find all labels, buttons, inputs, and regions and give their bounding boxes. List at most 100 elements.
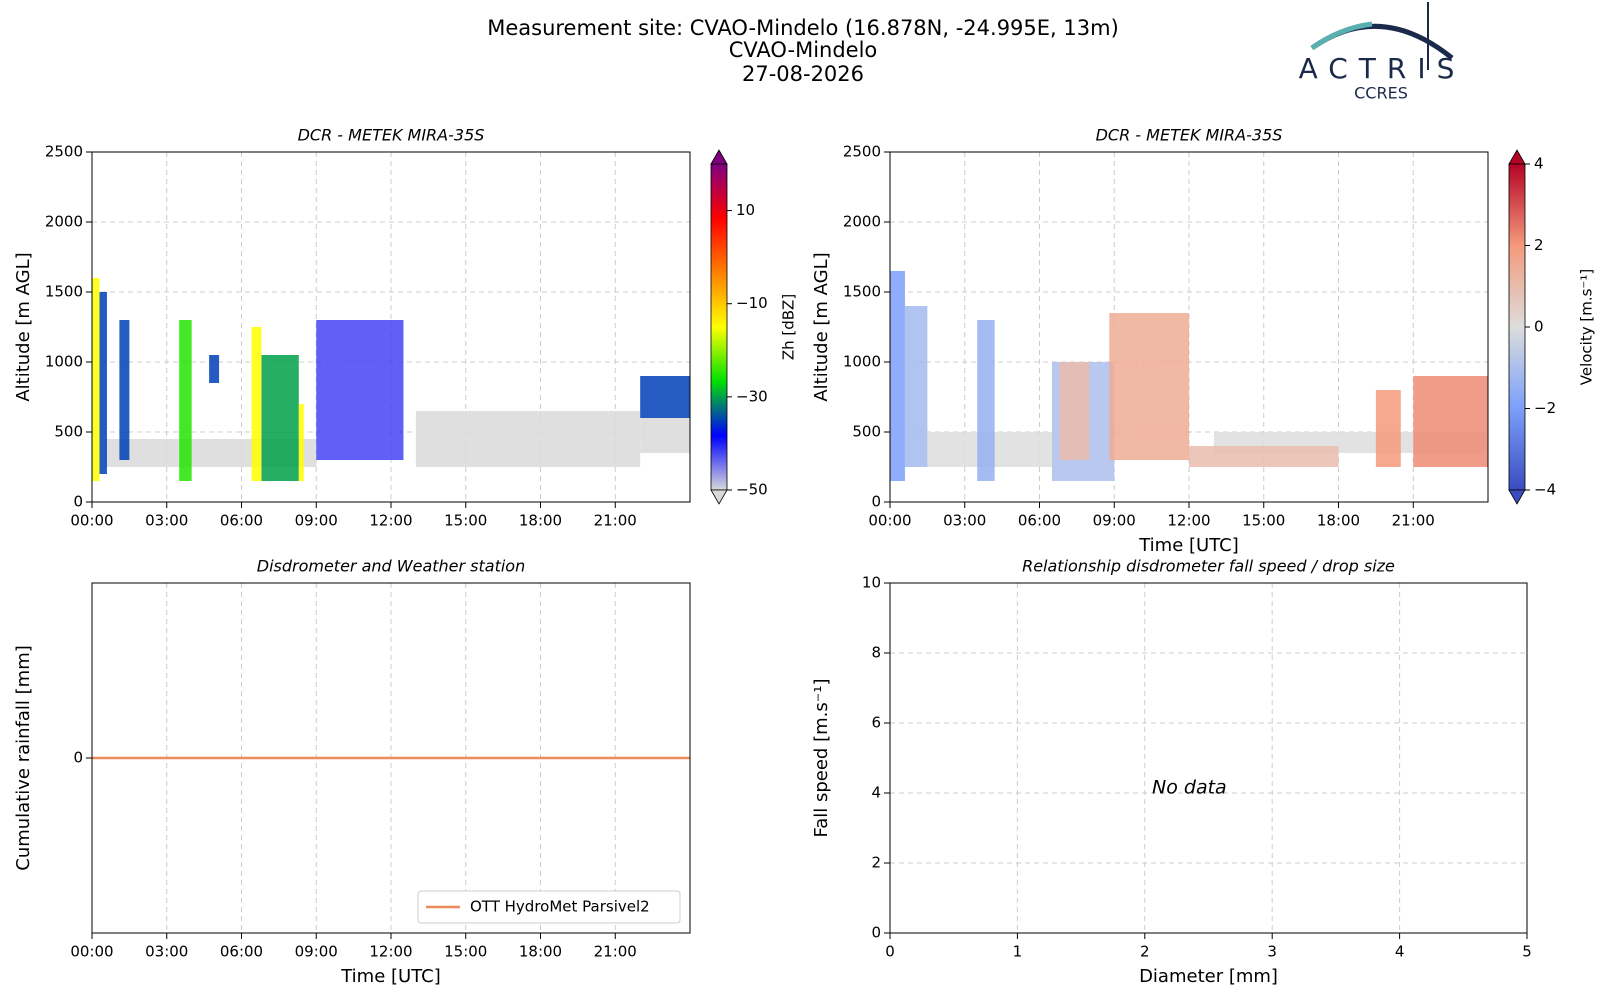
y-tick-label: 1000 [843, 353, 881, 371]
x-tick-label: 09:00 [295, 943, 338, 961]
y-axis-label: Altitude [m AGL] [811, 252, 832, 401]
colorbar-tick-label: 10 [736, 201, 755, 219]
echo-cell [890, 271, 905, 481]
colorbar-tick-label: −30 [736, 387, 768, 405]
y-tick-label: 1500 [843, 283, 881, 301]
x-tick-label: 00:00 [868, 512, 911, 530]
y-axis-label: Altitude [m AGL] [13, 252, 34, 401]
x-tick-label: 21:00 [594, 512, 637, 530]
figure-title: 27-08-2026 [742, 62, 864, 86]
y-tick-label: 1000 [45, 353, 83, 371]
echo-cell [99, 292, 107, 474]
echo-cell [92, 278, 100, 481]
annotation: No data [1152, 776, 1227, 798]
x-tick-label: 5 [1522, 943, 1532, 961]
x-tick-label: 18:00 [1317, 512, 1360, 530]
y-tick-label: 1500 [45, 283, 83, 301]
y-tick-label: 0 [871, 924, 881, 942]
colorbar-label: Velocity [m.s⁻¹] [1578, 269, 1596, 385]
colorbar-extend [710, 489, 728, 505]
y-tick-label: 2500 [843, 143, 881, 161]
x-tick-label: 15:00 [1242, 512, 1285, 530]
y-tick-label: 2000 [45, 213, 83, 231]
echo-cell [251, 327, 262, 481]
colorbar-tick-label: −4 [1534, 481, 1556, 499]
echo-cell [1413, 376, 1488, 467]
echo-cell [298, 404, 304, 481]
y-tick-label: 0 [73, 749, 83, 767]
echo-cell [316, 320, 404, 460]
figure-title: CVAO-Mindelo [729, 38, 878, 62]
x-tick-label: 12:00 [369, 512, 412, 530]
y-tick-label: 2500 [45, 143, 83, 161]
colorbar-tick-label: −10 [736, 294, 768, 312]
x-tick-label: 21:00 [1392, 512, 1435, 530]
colorbar-extend [710, 149, 728, 165]
echo-cell [904, 306, 928, 467]
x-tick-label: 15:00 [444, 943, 487, 961]
x-tick-label: 09:00 [1093, 512, 1136, 530]
y-tick-label: 4 [871, 784, 881, 802]
x-tick-label: 03:00 [145, 512, 188, 530]
x-axis-label: Diameter [mm] [1139, 966, 1278, 987]
x-tick-label: 3 [1267, 943, 1277, 961]
x-tick-label: 15:00 [444, 512, 487, 530]
colorbar-tick-label: −2 [1534, 399, 1556, 417]
logo-text: ACTRIS [1299, 52, 1466, 85]
x-tick-label: 03:00 [943, 512, 986, 530]
x-tick-label: 12:00 [369, 943, 412, 961]
panel-title: Relationship disdrometer fall speed / dr… [1022, 557, 1395, 576]
x-tick-label: 21:00 [594, 943, 637, 961]
colorbar [710, 163, 728, 491]
panel-title: DCR - METEK MIRA-35S [298, 126, 485, 145]
echo-cell [1189, 446, 1339, 467]
x-tick-label: 2 [1140, 943, 1150, 961]
echo-cell [1375, 390, 1401, 467]
echo-cell [640, 418, 690, 453]
x-axis-label: Time [UTC] [1138, 535, 1239, 556]
echo-cell [640, 376, 690, 418]
figure-title: Measurement site: CVAO-Mindelo (16.878N,… [487, 16, 1119, 40]
panel-title: Disdrometer and Weather station [257, 557, 525, 576]
x-tick-label: 4 [1395, 943, 1405, 961]
x-tick-label: 00:00 [70, 512, 113, 530]
y-tick-label: 0 [871, 493, 881, 511]
colorbar-extend [1508, 489, 1526, 505]
colorbar-tick-label: 4 [1534, 155, 1544, 173]
y-tick-label: 0 [73, 493, 83, 511]
y-tick-label: 2 [871, 854, 881, 872]
x-tick-label: 1 [1013, 943, 1023, 961]
colorbar-label: Zh [dBZ] [780, 294, 798, 360]
axes-frame [889, 582, 1528, 934]
legend-label: OTT HydroMet Parsivel2 [470, 898, 650, 916]
y-tick-label: 500 [54, 423, 83, 441]
y-tick-label: 500 [852, 423, 881, 441]
x-tick-label: 00:00 [70, 943, 113, 961]
echo-cell [1109, 313, 1189, 460]
echo-cell [119, 320, 130, 460]
y-tick-label: 10 [862, 574, 881, 592]
echo-cell [1059, 362, 1090, 460]
x-tick-label: 06:00 [220, 512, 263, 530]
echo-cell [415, 411, 641, 467]
axes-frame [91, 582, 691, 934]
colorbar-tick-label: 2 [1534, 236, 1544, 254]
x-axis-label: Time [UTC] [340, 966, 441, 987]
logo-subtext: CCRES [1354, 84, 1408, 103]
echo-cell [179, 320, 192, 481]
axes-frame [889, 151, 1489, 503]
colorbar-tick-label: 0 [1534, 318, 1544, 336]
x-tick-label: 18:00 [519, 512, 562, 530]
x-tick-label: 12:00 [1167, 512, 1210, 530]
x-tick-label: 06:00 [220, 943, 263, 961]
y-tick-label: 6 [871, 714, 881, 732]
y-tick-label: 8 [871, 644, 881, 662]
logo-arc [1310, 21, 1373, 51]
x-tick-label: 09:00 [295, 512, 338, 530]
logo: ACTRIS CCRES [1299, 2, 1466, 103]
x-tick-label: 18:00 [519, 943, 562, 961]
x-tick-label: 06:00 [1018, 512, 1061, 530]
echo-cell [261, 355, 299, 481]
axes-frame [91, 151, 691, 503]
